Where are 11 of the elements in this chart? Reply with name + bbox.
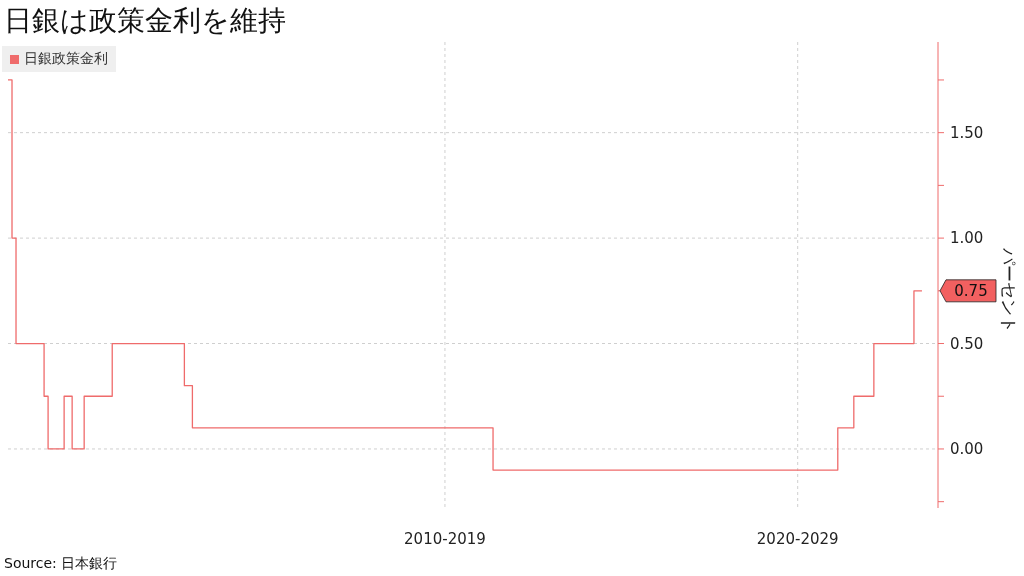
- chart-title: 日銀は政策金利を維持: [4, 3, 286, 39]
- y-tick-label: 1.00: [950, 229, 984, 248]
- legend-label: 日銀政策金利: [23, 50, 108, 68]
- y-tick-label: 0.00: [950, 439, 984, 458]
- y-tick-label: 0.50: [950, 334, 984, 353]
- x-tick-label: 2020-2029: [756, 530, 839, 548]
- y-tick-label: 1.50: [950, 123, 984, 142]
- source-note: Source: 日本銀行: [4, 555, 118, 571]
- text: 0.75: [954, 281, 988, 300]
- y-axis-title: パーセント: [997, 247, 1020, 333]
- x-tick-label: 2010-2019: [404, 530, 486, 548]
